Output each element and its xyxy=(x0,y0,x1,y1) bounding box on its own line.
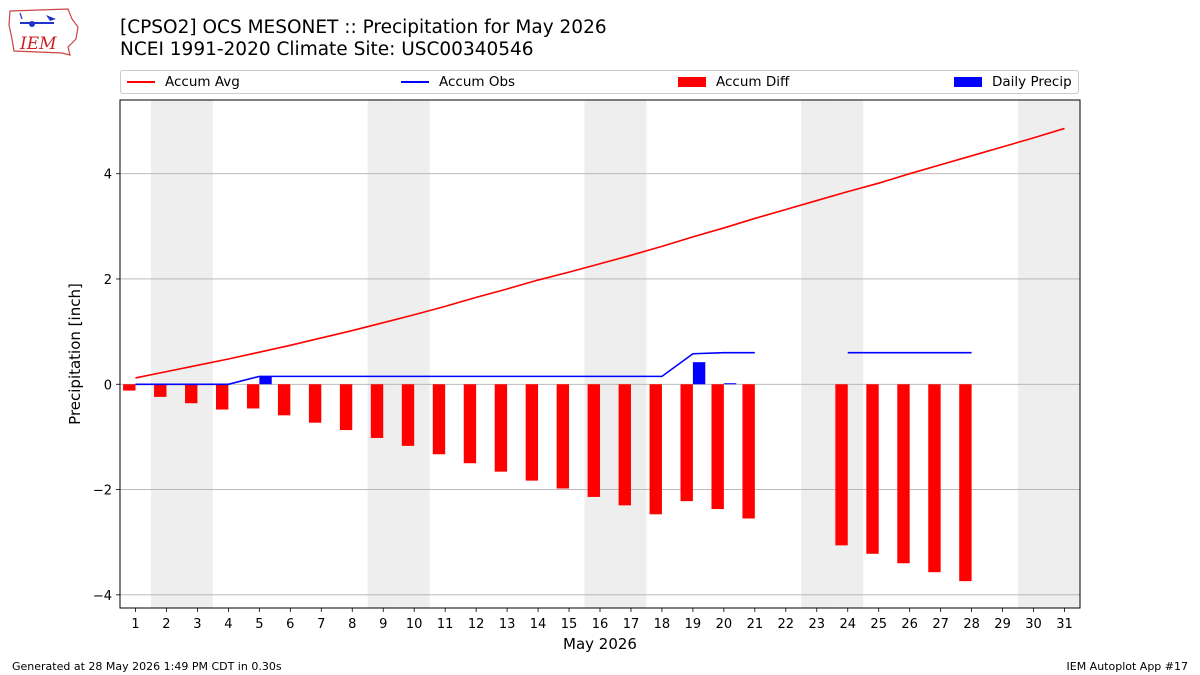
accum-diff-bar-day-6 xyxy=(277,384,291,416)
x-tick-label-21: 21 xyxy=(747,617,764,632)
legend-swatch-accum-diff xyxy=(678,77,706,87)
accum-diff-bar-day-7 xyxy=(308,384,322,423)
weekend-shade-day-16 xyxy=(584,100,616,608)
accum-diff-bar-day-20 xyxy=(711,384,724,510)
x-tick-label-14: 14 xyxy=(530,617,547,632)
accum-diff-bar-day-26 xyxy=(897,384,910,564)
legend: Accum Avg Accum Obs Accum Diff Daily Pre… xyxy=(120,70,1079,94)
x-tick-label-11: 11 xyxy=(437,617,454,632)
x-tick-label-20: 20 xyxy=(716,617,733,632)
legend-item-daily-precip: Daily Precip xyxy=(954,74,1072,90)
x-tick-label-23: 23 xyxy=(809,617,826,632)
accum-diff-bar-day-25 xyxy=(866,384,879,554)
accum-diff-bar-day-24 xyxy=(835,384,848,546)
x-tick-label-18: 18 xyxy=(654,617,671,632)
accum-diff-bar-day-27 xyxy=(928,384,941,573)
legend-swatch-accum-obs xyxy=(401,81,429,83)
accum-diff-bar-day-15 xyxy=(556,384,570,489)
accum-diff-bar-day-14 xyxy=(525,384,539,481)
x-tick-label-26: 26 xyxy=(901,617,918,632)
accum-diff-bar-day-4 xyxy=(216,384,229,410)
accum-avg-line-segment-1 xyxy=(135,127,1065,379)
y-axis-label: Precipitation [inch] xyxy=(66,283,84,425)
x-tick-label-30: 30 xyxy=(1025,617,1042,632)
chart-title: [CPSO2] OCS MESONET :: Precipitation for… xyxy=(120,17,607,38)
weekend-shade-day-30 xyxy=(1018,100,1050,608)
x-tick-label-16: 16 xyxy=(592,617,609,632)
x-tick-label-17: 17 xyxy=(623,617,640,632)
daily-precip-bar-day-19 xyxy=(692,362,706,385)
weekend-shade-day-23 xyxy=(801,100,833,608)
footer-generated-text: Generated at 28 May 2026 1:49 PM CDT in … xyxy=(12,660,282,673)
weekend-shade-day-2 xyxy=(150,100,182,608)
accum-diff-bar-day-19 xyxy=(680,384,693,502)
daily-precip-bar-day-20 xyxy=(723,383,737,385)
x-tick-label-29: 29 xyxy=(994,617,1011,632)
y-tick-label-0: 0 xyxy=(104,378,112,393)
accum-diff-bar-day-18 xyxy=(649,384,662,515)
iem-logo: IEM xyxy=(8,8,79,56)
x-tick-label-9: 9 xyxy=(379,617,387,632)
iem-logo-text: IEM xyxy=(19,34,57,54)
x-tick-label-7: 7 xyxy=(317,617,325,632)
chart-subtitle: NCEI 1991-2020 Climate Site: USC00340546 xyxy=(120,39,534,60)
legend-label-accum-diff: Accum Diff xyxy=(716,74,790,90)
accum-diff-bar-day-8 xyxy=(339,384,353,431)
accum-diff-bar-day-21 xyxy=(742,384,755,519)
accum-diff-bar-day-2 xyxy=(154,384,167,397)
accum-obs-line-segment-1 xyxy=(135,351,755,386)
weekend-shade-day-9 xyxy=(367,100,399,608)
x-tick-label-13: 13 xyxy=(499,617,516,632)
legend-item-accum-diff: Accum Diff xyxy=(678,74,789,90)
x-tick-label-2: 2 xyxy=(162,617,170,632)
y-tick-label--4: −4 xyxy=(93,589,112,604)
x-tick-label-4: 4 xyxy=(224,617,232,632)
x-tick-label-1: 1 xyxy=(131,617,139,632)
legend-label-accum-avg: Accum Avg xyxy=(165,74,240,90)
weekend-shade-day-3 xyxy=(181,100,213,608)
legend-item-accum-obs: Accum Obs xyxy=(401,74,515,90)
legend-swatch-daily-precip xyxy=(954,77,982,87)
legend-item-accum-avg: Accum Avg xyxy=(127,74,240,90)
accum-diff-bar-day-28 xyxy=(959,384,972,582)
x-tick-label-6: 6 xyxy=(286,617,294,632)
x-tick-label-15: 15 xyxy=(561,617,578,632)
y-tick-label-4: 4 xyxy=(104,168,112,183)
x-tick-label-5: 5 xyxy=(255,617,263,632)
legend-label-daily-precip: Daily Precip xyxy=(992,74,1072,90)
x-tick-label-19: 19 xyxy=(685,617,702,632)
daily-precip-bar-day-5 xyxy=(259,376,272,385)
x-tick-label-12: 12 xyxy=(468,617,485,632)
y-tick-label-2: 2 xyxy=(104,273,112,288)
x-tick-label-24: 24 xyxy=(839,617,856,632)
legend-label-accum-obs: Accum Obs xyxy=(439,74,516,90)
accum-diff-bar-day-11 xyxy=(432,384,446,455)
accum-diff-bar-day-12 xyxy=(463,384,477,464)
accum-diff-bar-day-13 xyxy=(494,384,508,472)
accum-diff-bar-day-5 xyxy=(246,384,260,409)
legend-swatch-accum-avg xyxy=(127,81,155,83)
accum-diff-bar-day-16 xyxy=(587,384,600,497)
x-tick-label-22: 22 xyxy=(778,617,795,632)
x-tick-label-25: 25 xyxy=(870,617,887,632)
x-tick-label-31: 31 xyxy=(1056,617,1073,632)
weekend-shade-day-17 xyxy=(615,100,647,608)
x-tick-label-10: 10 xyxy=(406,617,423,632)
x-tick-label-27: 27 xyxy=(932,617,949,632)
accum-diff-bar-day-1 xyxy=(123,384,136,391)
footer-app-text: IEM Autoplot App #17 xyxy=(1066,660,1189,673)
accum-diff-bar-day-17 xyxy=(618,384,631,506)
x-axis-label: May 2026 xyxy=(563,635,637,653)
x-tick-label-8: 8 xyxy=(348,617,356,632)
weekend-shade-day-31 xyxy=(1049,100,1080,608)
y-tick-label--2: −2 xyxy=(93,484,112,499)
x-tick-label-28: 28 xyxy=(963,617,980,632)
accum-diff-bar-day-3 xyxy=(185,384,198,404)
x-tick-label-3: 3 xyxy=(193,617,201,632)
accum-diff-bar-day-9 xyxy=(370,384,384,438)
accum-diff-bar-day-10 xyxy=(401,384,415,446)
weekend-shade-day-10 xyxy=(398,100,430,608)
